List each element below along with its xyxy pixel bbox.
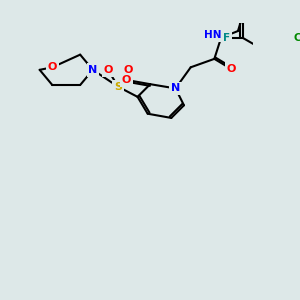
Text: HN: HN bbox=[204, 30, 221, 40]
Text: O: O bbox=[124, 65, 133, 75]
Text: O: O bbox=[226, 64, 236, 74]
Text: N: N bbox=[171, 83, 180, 93]
Text: O: O bbox=[122, 75, 131, 85]
Text: O: O bbox=[48, 62, 57, 72]
Text: S: S bbox=[114, 82, 122, 92]
Text: Cl: Cl bbox=[293, 33, 300, 43]
Text: O: O bbox=[103, 65, 113, 75]
Text: N: N bbox=[88, 65, 98, 75]
Text: F: F bbox=[223, 33, 230, 43]
